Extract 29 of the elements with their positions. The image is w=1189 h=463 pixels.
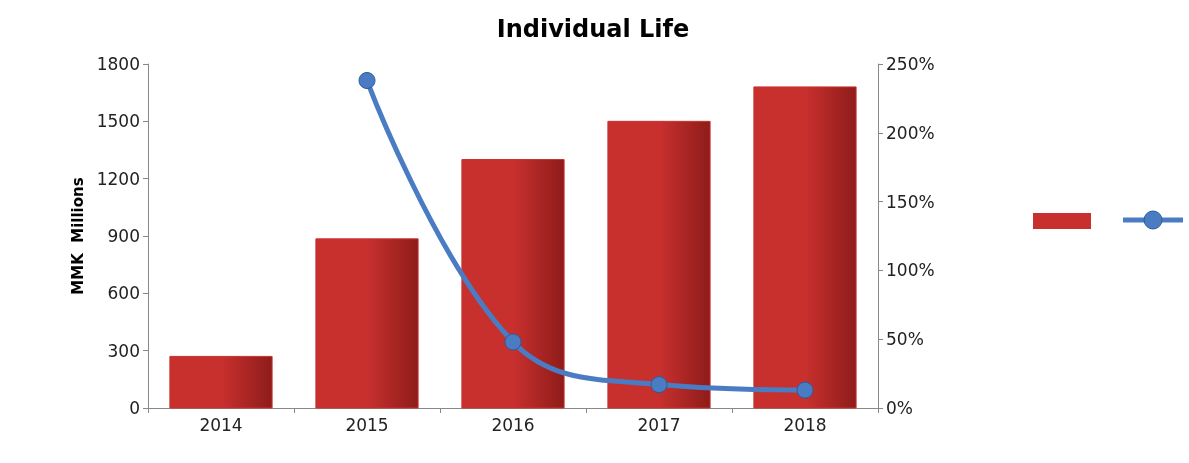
- y-tick-label: 1200: [96, 168, 140, 189]
- point: [504, 333, 522, 351]
- bar: [753, 86, 857, 409]
- point: [358, 72, 376, 90]
- y2-tick-label: 50%: [886, 329, 924, 350]
- bar: [169, 355, 273, 409]
- y2-tick-label: 250%: [886, 54, 935, 74]
- y-tick-label: 300: [107, 340, 140, 361]
- x-tick-label: 2017: [637, 414, 681, 435]
- point: [650, 376, 668, 394]
- y-tick-label: 1800: [96, 54, 140, 74]
- bar: [315, 238, 419, 409]
- y2-tick-label: 100%: [886, 260, 935, 281]
- y2-tick-label: 150%: [886, 191, 935, 212]
- y-tick-label: 600: [107, 283, 140, 304]
- y2-tick-label: 0%: [886, 398, 913, 418]
- bar: [607, 120, 711, 409]
- point: [796, 381, 814, 399]
- y-tick-label: 1500: [96, 111, 140, 132]
- x-tick-label: 2016: [491, 414, 535, 435]
- x-tick-label: 2018: [783, 414, 827, 435]
- bar: [461, 159, 565, 409]
- y-axis-title: MMK Millions: [69, 177, 88, 295]
- y2-tick-label: 200%: [886, 122, 935, 143]
- x-tick-label: 2014: [199, 414, 243, 435]
- chart-title: Individual Life: [496, 15, 690, 43]
- y-tick-label: 900: [107, 226, 140, 246]
- x-tick-label: 2015: [345, 414, 389, 435]
- y-tick-label: 0: [129, 398, 140, 418]
